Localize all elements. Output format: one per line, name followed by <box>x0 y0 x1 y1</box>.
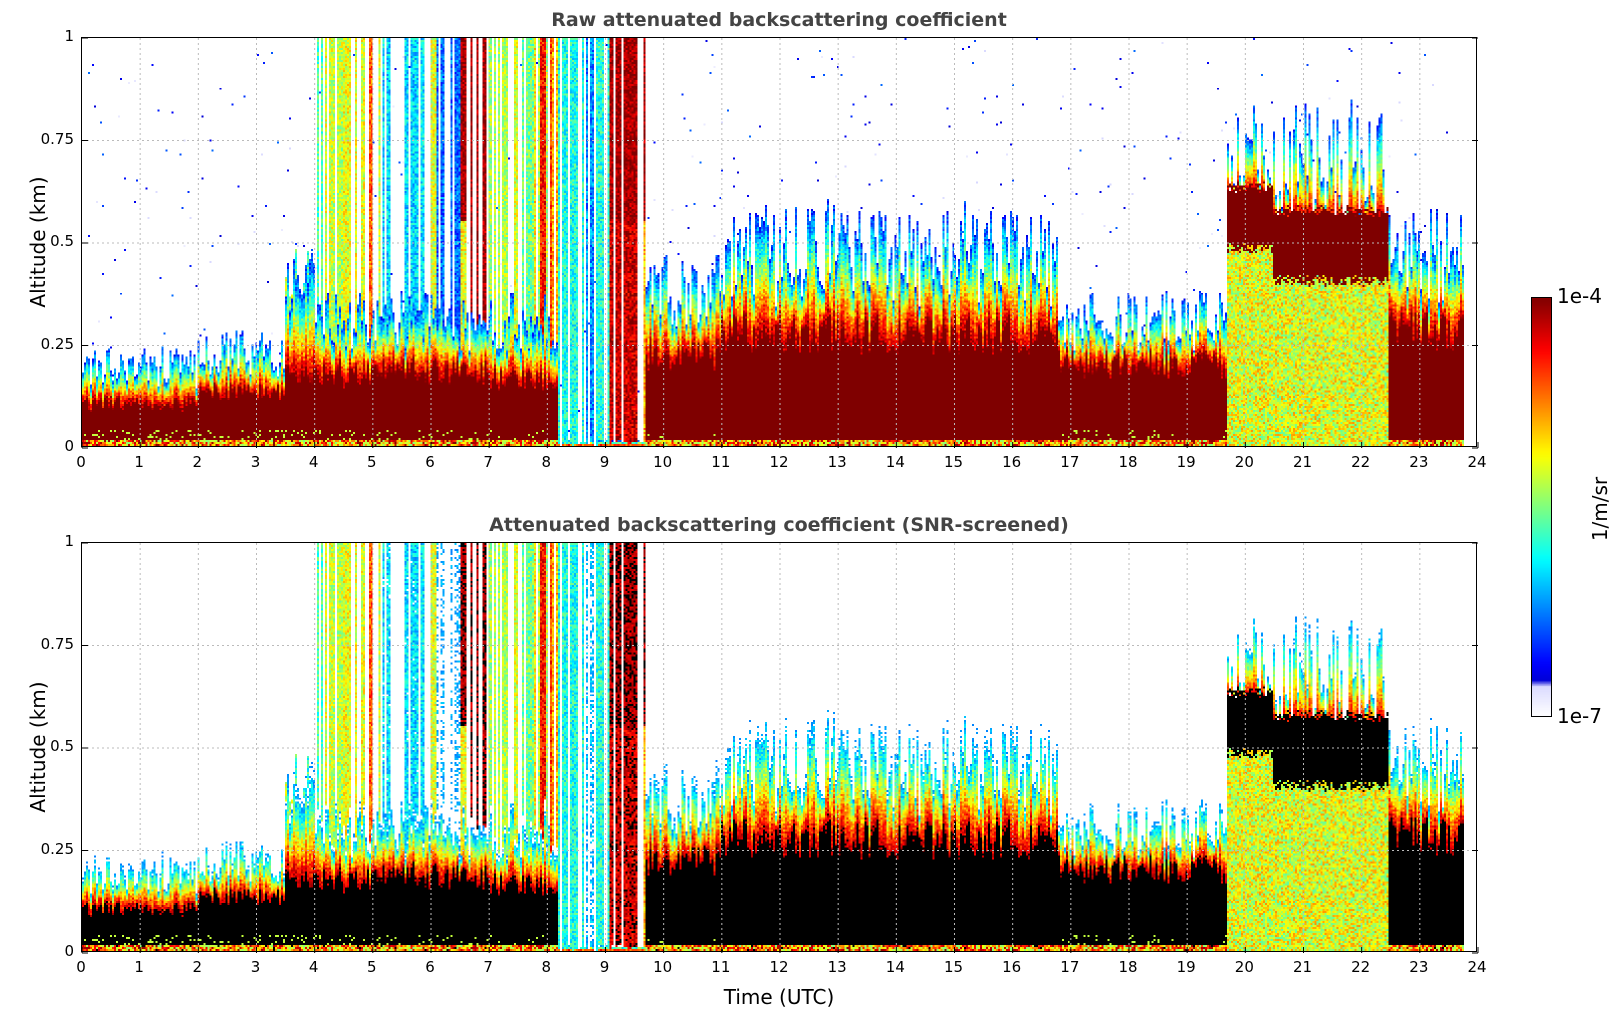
screened-plot-grid <box>81 542 1479 954</box>
x-tick-label: 23 <box>1409 958 1429 976</box>
y-tick-label: 1 <box>64 532 74 550</box>
x-tick-label: 21 <box>1292 453 1313 471</box>
x-tick-label: 13 <box>827 958 847 976</box>
x-tick-label: 12 <box>769 453 789 471</box>
x-tick-label: 5 <box>367 453 377 471</box>
x-tick-label: 18 <box>1118 453 1138 471</box>
x-tick-label: 1 <box>134 453 144 471</box>
y-tick-label: 0.75 <box>40 634 74 653</box>
x-tick-label: 17 <box>1060 958 1080 976</box>
raw-backscatter-plot <box>81 37 1479 449</box>
x-tick-label: 14 <box>885 958 905 976</box>
x-tick-label: 22 <box>1351 958 1371 976</box>
y-tick-label: 1 <box>64 27 74 45</box>
x-tick-label: 11 <box>711 453 731 471</box>
bottom-plot-title: Attenuated backscattering coefficient (S… <box>489 514 1069 536</box>
x-tick-label: 14 <box>885 453 905 471</box>
x-tick-label: 16 <box>1002 958 1022 976</box>
x-tick-label: 20 <box>1234 958 1254 976</box>
x-tick-label: 0 <box>76 958 86 976</box>
x-tick-label: 10 <box>653 453 673 471</box>
x-tick-label: 19 <box>1176 958 1196 976</box>
colorbar-max-label: 1e-4 <box>1557 284 1602 308</box>
x-tick-label: 10 <box>653 958 673 976</box>
x-tick-label: 8 <box>541 958 552 976</box>
x-tick-label: 11 <box>711 958 731 976</box>
x-tick-label: 21 <box>1292 958 1313 976</box>
x-axis-label: Time (UTC) <box>723 985 835 1009</box>
x-tick-label: 5 <box>367 958 377 976</box>
x-tick-label: 12 <box>769 958 789 976</box>
colorbar-unit-label: 1/m/sr <box>1588 476 1612 542</box>
colorbar-min-label: 1e-7 <box>1557 704 1602 728</box>
y-tick-label: 0.75 <box>40 129 74 148</box>
x-tick-label: 24 <box>1467 958 1487 976</box>
x-tick-label: 19 <box>1176 453 1196 471</box>
x-tick-label: 17 <box>1060 453 1080 471</box>
x-tick-label: 7 <box>483 958 493 976</box>
y-tick-label: 0.5 <box>50 232 74 250</box>
y-tick-label: 0.25 <box>40 334 74 353</box>
x-tick-label: 4 <box>308 958 319 976</box>
x-tick-label: 13 <box>827 453 847 471</box>
screened-backscatter-plot <box>81 542 1479 954</box>
y-tick-label: 0.25 <box>40 839 74 858</box>
x-tick-label: 9 <box>599 453 610 471</box>
x-tick-label: 0 <box>76 453 86 471</box>
x-tick-label: 7 <box>483 453 493 471</box>
x-tick-label: 6 <box>425 453 435 471</box>
y-tick-label: 0 <box>64 437 74 455</box>
x-tick-label: 15 <box>943 453 964 471</box>
x-tick-label: 20 <box>1234 453 1254 471</box>
x-tick-label: 2 <box>192 958 203 976</box>
x-tick-label: 18 <box>1118 958 1138 976</box>
raw-plot-grid <box>81 37 1479 449</box>
x-tick-label: 3 <box>250 453 261 471</box>
x-tick-label: 4 <box>308 453 319 471</box>
x-tick-label: 22 <box>1351 453 1371 471</box>
y-tick-label: 0.5 <box>50 737 74 755</box>
x-tick-label: 3 <box>250 958 261 976</box>
colorbar-gradient <box>1532 298 1551 716</box>
colorbar <box>1531 297 1552 717</box>
x-tick-label: 23 <box>1409 453 1429 471</box>
x-tick-label: 9 <box>599 958 610 976</box>
x-tick-label: 16 <box>1002 453 1022 471</box>
top-plot-title: Raw attenuated backscattering coefficien… <box>551 9 1007 31</box>
x-tick-label: 1 <box>134 958 144 976</box>
y-tick-label: 0 <box>64 942 74 960</box>
x-tick-label: 6 <box>425 958 435 976</box>
x-tick-label: 24 <box>1467 453 1487 471</box>
x-tick-label: 15 <box>943 958 964 976</box>
x-tick-label: 8 <box>541 453 552 471</box>
x-tick-label: 2 <box>192 453 203 471</box>
